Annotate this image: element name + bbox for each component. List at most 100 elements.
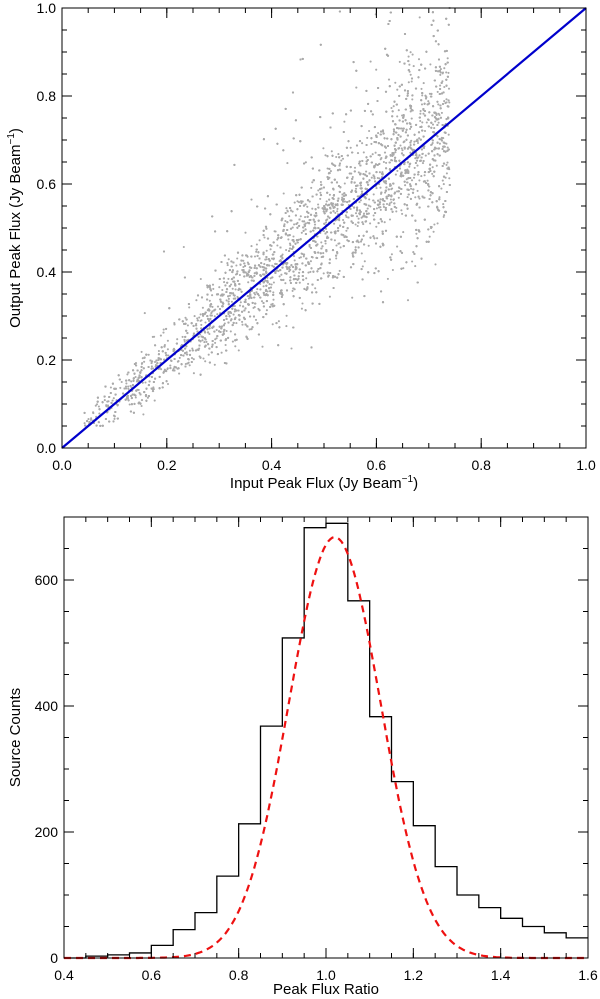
scatter-point <box>130 397 133 400</box>
scatter-point <box>307 211 310 215</box>
scatter-point <box>378 206 381 209</box>
scatter-point <box>416 141 420 145</box>
scatter-point <box>370 176 373 179</box>
scatter-point <box>362 223 365 226</box>
scatter-point <box>381 130 385 133</box>
scatter-point <box>440 111 443 114</box>
scatter-point <box>386 144 390 148</box>
scatter-point <box>286 221 289 224</box>
scatter-point <box>388 202 391 205</box>
scatter-point <box>292 278 295 281</box>
scatter-point <box>232 292 235 295</box>
scatter-point <box>405 204 409 207</box>
scatter-point <box>320 247 323 250</box>
scatter-point <box>446 146 449 149</box>
scatter-point <box>144 381 147 384</box>
scatter-point <box>441 147 444 151</box>
scatter-point <box>301 274 304 278</box>
scatter-point <box>432 19 435 22</box>
scatter-point <box>153 360 157 364</box>
scatter-point <box>441 71 445 74</box>
scatter-point <box>410 117 413 120</box>
scatter-point <box>413 143 416 146</box>
scatter-point <box>423 129 427 133</box>
scatter-point <box>372 214 375 217</box>
scatter-point <box>137 388 140 391</box>
scatter-point <box>379 218 382 221</box>
scatter-point <box>444 102 447 105</box>
scatter-point <box>182 245 185 249</box>
scatter-point <box>140 350 143 353</box>
scatter-point <box>442 183 445 186</box>
scatter-point <box>208 299 211 302</box>
scatter-point <box>363 295 366 298</box>
scatter-point <box>428 235 431 238</box>
scatter-point <box>307 271 310 274</box>
scatter-point <box>126 397 129 400</box>
scatter-point <box>369 205 372 208</box>
scatter-point <box>418 69 421 72</box>
scatter-point <box>300 201 303 204</box>
scatter-point <box>211 283 215 286</box>
scatter-point <box>261 345 264 348</box>
scatter-point <box>422 159 425 163</box>
scatter-point <box>439 73 442 76</box>
scatter-point <box>94 404 97 407</box>
scatter-point <box>300 252 303 255</box>
scatter-point <box>442 203 445 206</box>
scatter-point <box>105 404 108 407</box>
scatter-point <box>420 175 423 178</box>
scatter-point <box>446 57 449 60</box>
scatter-point <box>394 149 397 152</box>
scatter-point <box>215 346 218 349</box>
scatter-point <box>143 312 146 315</box>
scatter-point <box>167 354 170 357</box>
scatter-point <box>125 379 128 382</box>
scatter-point <box>394 151 397 154</box>
scatter-point <box>311 181 314 184</box>
scatter-point <box>125 387 128 390</box>
scatter-point <box>408 165 411 168</box>
scatter-point <box>409 146 412 149</box>
scatter-point <box>255 243 258 246</box>
scatter-point <box>409 127 412 130</box>
scatter-point <box>128 403 131 406</box>
scatter-point <box>414 219 417 222</box>
scatter-point <box>409 151 412 154</box>
scatter-point <box>345 229 348 232</box>
scatter-point <box>260 262 263 265</box>
scatter-point <box>264 289 267 292</box>
scatter-point <box>329 271 332 275</box>
scatter-point <box>234 345 237 348</box>
scatter-point <box>324 242 327 245</box>
scatter-point <box>308 200 311 203</box>
scatter-point <box>236 257 239 260</box>
scatter-point <box>390 201 393 204</box>
scatter-point <box>289 268 292 271</box>
scatter-point <box>218 325 221 328</box>
scatter-point <box>226 281 229 284</box>
scatter-point <box>357 241 360 244</box>
scatter-point <box>206 328 209 331</box>
scatter-point <box>188 364 191 367</box>
scatter-point <box>384 229 388 232</box>
scatter-point <box>199 313 202 316</box>
scatter-point <box>148 380 151 383</box>
scatter-point <box>334 211 337 214</box>
scatter-point <box>396 245 399 248</box>
scatter-point <box>421 195 424 198</box>
scatter-point <box>208 286 211 289</box>
scatter-point <box>413 166 416 169</box>
scatter-point <box>165 327 168 330</box>
scatter-point <box>181 335 184 338</box>
scatter-point <box>413 173 416 176</box>
scatter-point <box>129 394 133 397</box>
scatter-point <box>227 277 230 280</box>
scatter-point <box>346 227 349 230</box>
scatter-point <box>409 107 412 110</box>
scatter-point <box>373 237 376 240</box>
scatter-point <box>203 345 207 348</box>
scatter-point <box>259 296 262 299</box>
scatter-point <box>300 186 303 189</box>
scatter-point <box>396 169 399 172</box>
